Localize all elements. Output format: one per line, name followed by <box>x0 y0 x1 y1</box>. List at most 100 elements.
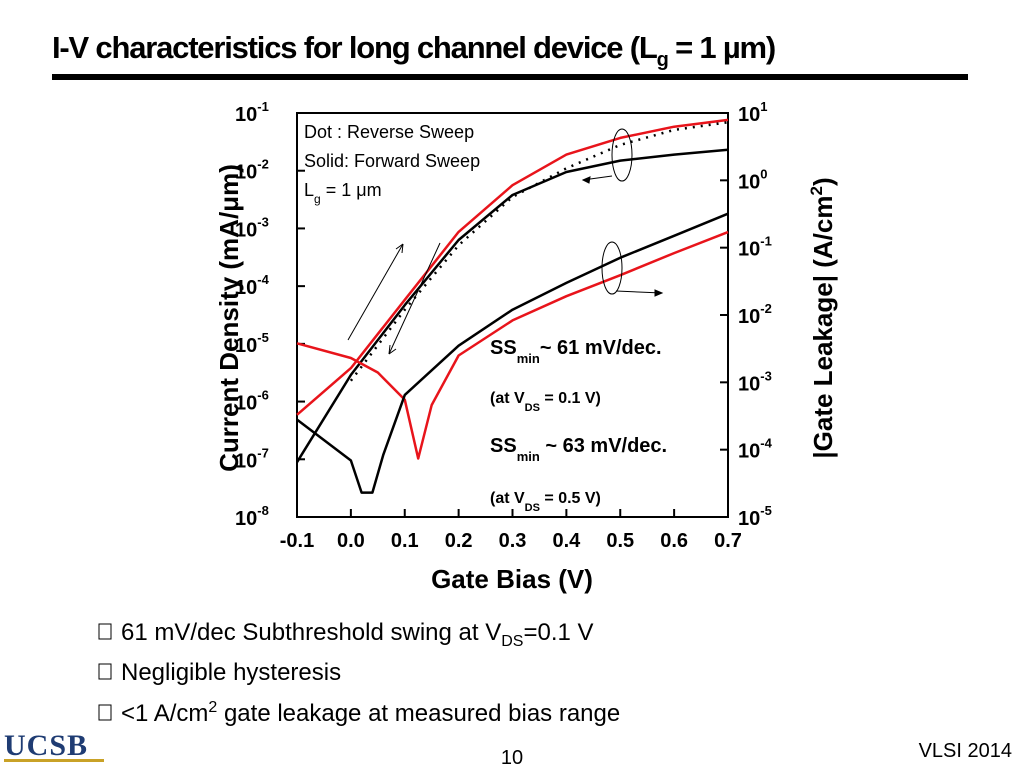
ellipse <box>611 128 633 182</box>
bullet-text: gate leakage at measured bias range <box>217 700 620 727</box>
tick-base: 10 <box>738 373 760 395</box>
tick-base: 10 <box>738 104 760 126</box>
bullets: 61 mV/dec Subthreshold swing at VDS=0.1 … <box>98 619 620 727</box>
arrow-head <box>395 243 404 254</box>
slide-title: I-V characteristics for long channel dev… <box>52 30 775 71</box>
arrow-head <box>654 289 664 297</box>
y2-tick-label: 10-2 <box>738 301 772 328</box>
bullet-icon <box>98 704 112 721</box>
tick-exp: -6 <box>257 388 269 403</box>
x-tick-label: 0.5 <box>606 530 634 552</box>
annotation-sub: DS <box>525 502 540 514</box>
axis-label-sup: 2 <box>807 186 826 195</box>
x-tick-label: 0.1 <box>391 530 419 552</box>
tick-exp: -5 <box>760 503 772 518</box>
annotation-sub: g <box>314 192 321 206</box>
annotation-text: ~ 61 mV/dec. <box>540 337 662 359</box>
y-tick-label: 10-1 <box>235 99 269 126</box>
annotation: (at VDS = 0.5 V) <box>490 490 601 514</box>
tick-exp: 0 <box>760 166 767 181</box>
arrow <box>615 290 663 294</box>
bullet-text: <1 A/cm <box>121 700 208 727</box>
ellipse <box>601 241 623 295</box>
bullet-text: 61 mV/dec Subthreshold swing at V <box>121 619 501 646</box>
y2-tick-label: 10-3 <box>738 368 772 395</box>
tick-base: 10 <box>738 239 760 261</box>
annotation: Solid: Forward Sweep <box>304 151 480 171</box>
annotation-sub: min <box>517 351 540 366</box>
tick-base: 10 <box>738 306 760 328</box>
series-line <box>296 118 729 416</box>
tick-exp: -2 <box>257 157 269 172</box>
tick-base: 10 <box>738 508 760 530</box>
title-text: = 1 µm) <box>668 30 775 65</box>
logo-bar <box>4 759 104 762</box>
tick-exp: -4 <box>257 272 269 287</box>
title-rule <box>52 74 968 80</box>
annotation-text: L <box>304 180 314 200</box>
bullet: 61 mV/dec Subthreshold swing at VDS=0.1 … <box>121 619 594 650</box>
logo: UCSB <box>4 729 88 762</box>
y-tick-label: 10-7 <box>235 445 269 472</box>
annotation-text: ~ 63 mV/dec. <box>540 435 667 457</box>
annotation-text: (at V <box>490 390 525 407</box>
tick-exp: -1 <box>257 99 269 114</box>
x-axis-label: Gate Bias (V) <box>431 564 593 594</box>
y2-tick-label: 101 <box>738 99 767 126</box>
y2-tick-label: 10-5 <box>738 503 772 530</box>
tick-base: 10 <box>235 335 257 357</box>
legend-box: Dot : Reverse Sweep Solid: Forward Sweep… <box>304 122 480 206</box>
bullet-sub: DS <box>501 633 523 650</box>
tick-exp: -3 <box>760 368 772 383</box>
tick-base: 10 <box>235 393 257 415</box>
tick-exp: -7 <box>257 445 269 460</box>
arrow <box>347 243 404 341</box>
annotation: Dot : Reverse Sweep <box>304 122 474 142</box>
annotation-text: SS <box>490 337 517 359</box>
y2-tick-label: 10-1 <box>738 234 772 261</box>
tick-exp: -2 <box>760 301 772 316</box>
annotation-sub: min <box>517 449 540 464</box>
y2-tick-label: 10-4 <box>738 436 773 463</box>
plot: -0.1 0.0 0.1 0.2 0.3 0.4 0.5 0.6 0.710-810-710-6… <box>235 99 773 552</box>
annotation-text: (at V <box>490 490 525 507</box>
series-line <box>296 230 729 460</box>
tick-exp: 1 <box>760 99 767 114</box>
title-sub: g <box>657 49 668 71</box>
y-tick-label: 10-5 <box>235 330 269 357</box>
bullet-sup: 2 <box>208 699 217 716</box>
annotation: (at VDS = 0.1 V) <box>490 390 601 414</box>
arrow-head <box>388 344 397 355</box>
annotation-shapes <box>347 128 664 355</box>
x-tick-label: 0.3 <box>499 530 527 552</box>
x-tick-label: 0.0 <box>337 530 365 552</box>
x-tick-label: 0.6 <box>660 530 688 552</box>
annotation-sub: DS <box>525 402 540 414</box>
x-tick-label: 0.7 <box>714 530 742 552</box>
tick-exp: -1 <box>760 234 772 249</box>
tick-base: 10 <box>235 104 257 126</box>
tick-base: 10 <box>738 171 760 193</box>
tick-exp: -3 <box>257 214 269 229</box>
series-line <box>296 212 729 494</box>
y-tick-label: 10-8 <box>235 503 269 530</box>
y2-axis-label: |Gate Leakage| (A/cm2) <box>807 177 838 458</box>
x-tick-label: 0.4 <box>552 530 581 552</box>
bullet-icon <box>98 623 112 640</box>
y2-tick-label: 100 <box>738 166 767 193</box>
tick-base: 10 <box>738 441 760 463</box>
tick-base: 10 <box>235 219 257 241</box>
annotation-text: = 0.5 V) <box>540 490 601 507</box>
tick-exp: -4 <box>760 436 772 451</box>
annotation: Lg = 1 μm <box>304 180 382 206</box>
x-tick-label: 0.2 <box>445 530 473 552</box>
arrow <box>388 242 441 355</box>
tick-exp: -5 <box>257 330 269 345</box>
tick-base: 10 <box>235 450 257 472</box>
bullet: Negligible hysteresis <box>121 659 341 686</box>
bullet: <1 A/cm2 gate leakage at measured bias r… <box>121 699 620 727</box>
y-tick-label: 10-4 <box>235 272 270 299</box>
y-tick-label: 10-6 <box>235 388 269 415</box>
title-text: I-V characteristics for long channel dev… <box>52 30 657 65</box>
